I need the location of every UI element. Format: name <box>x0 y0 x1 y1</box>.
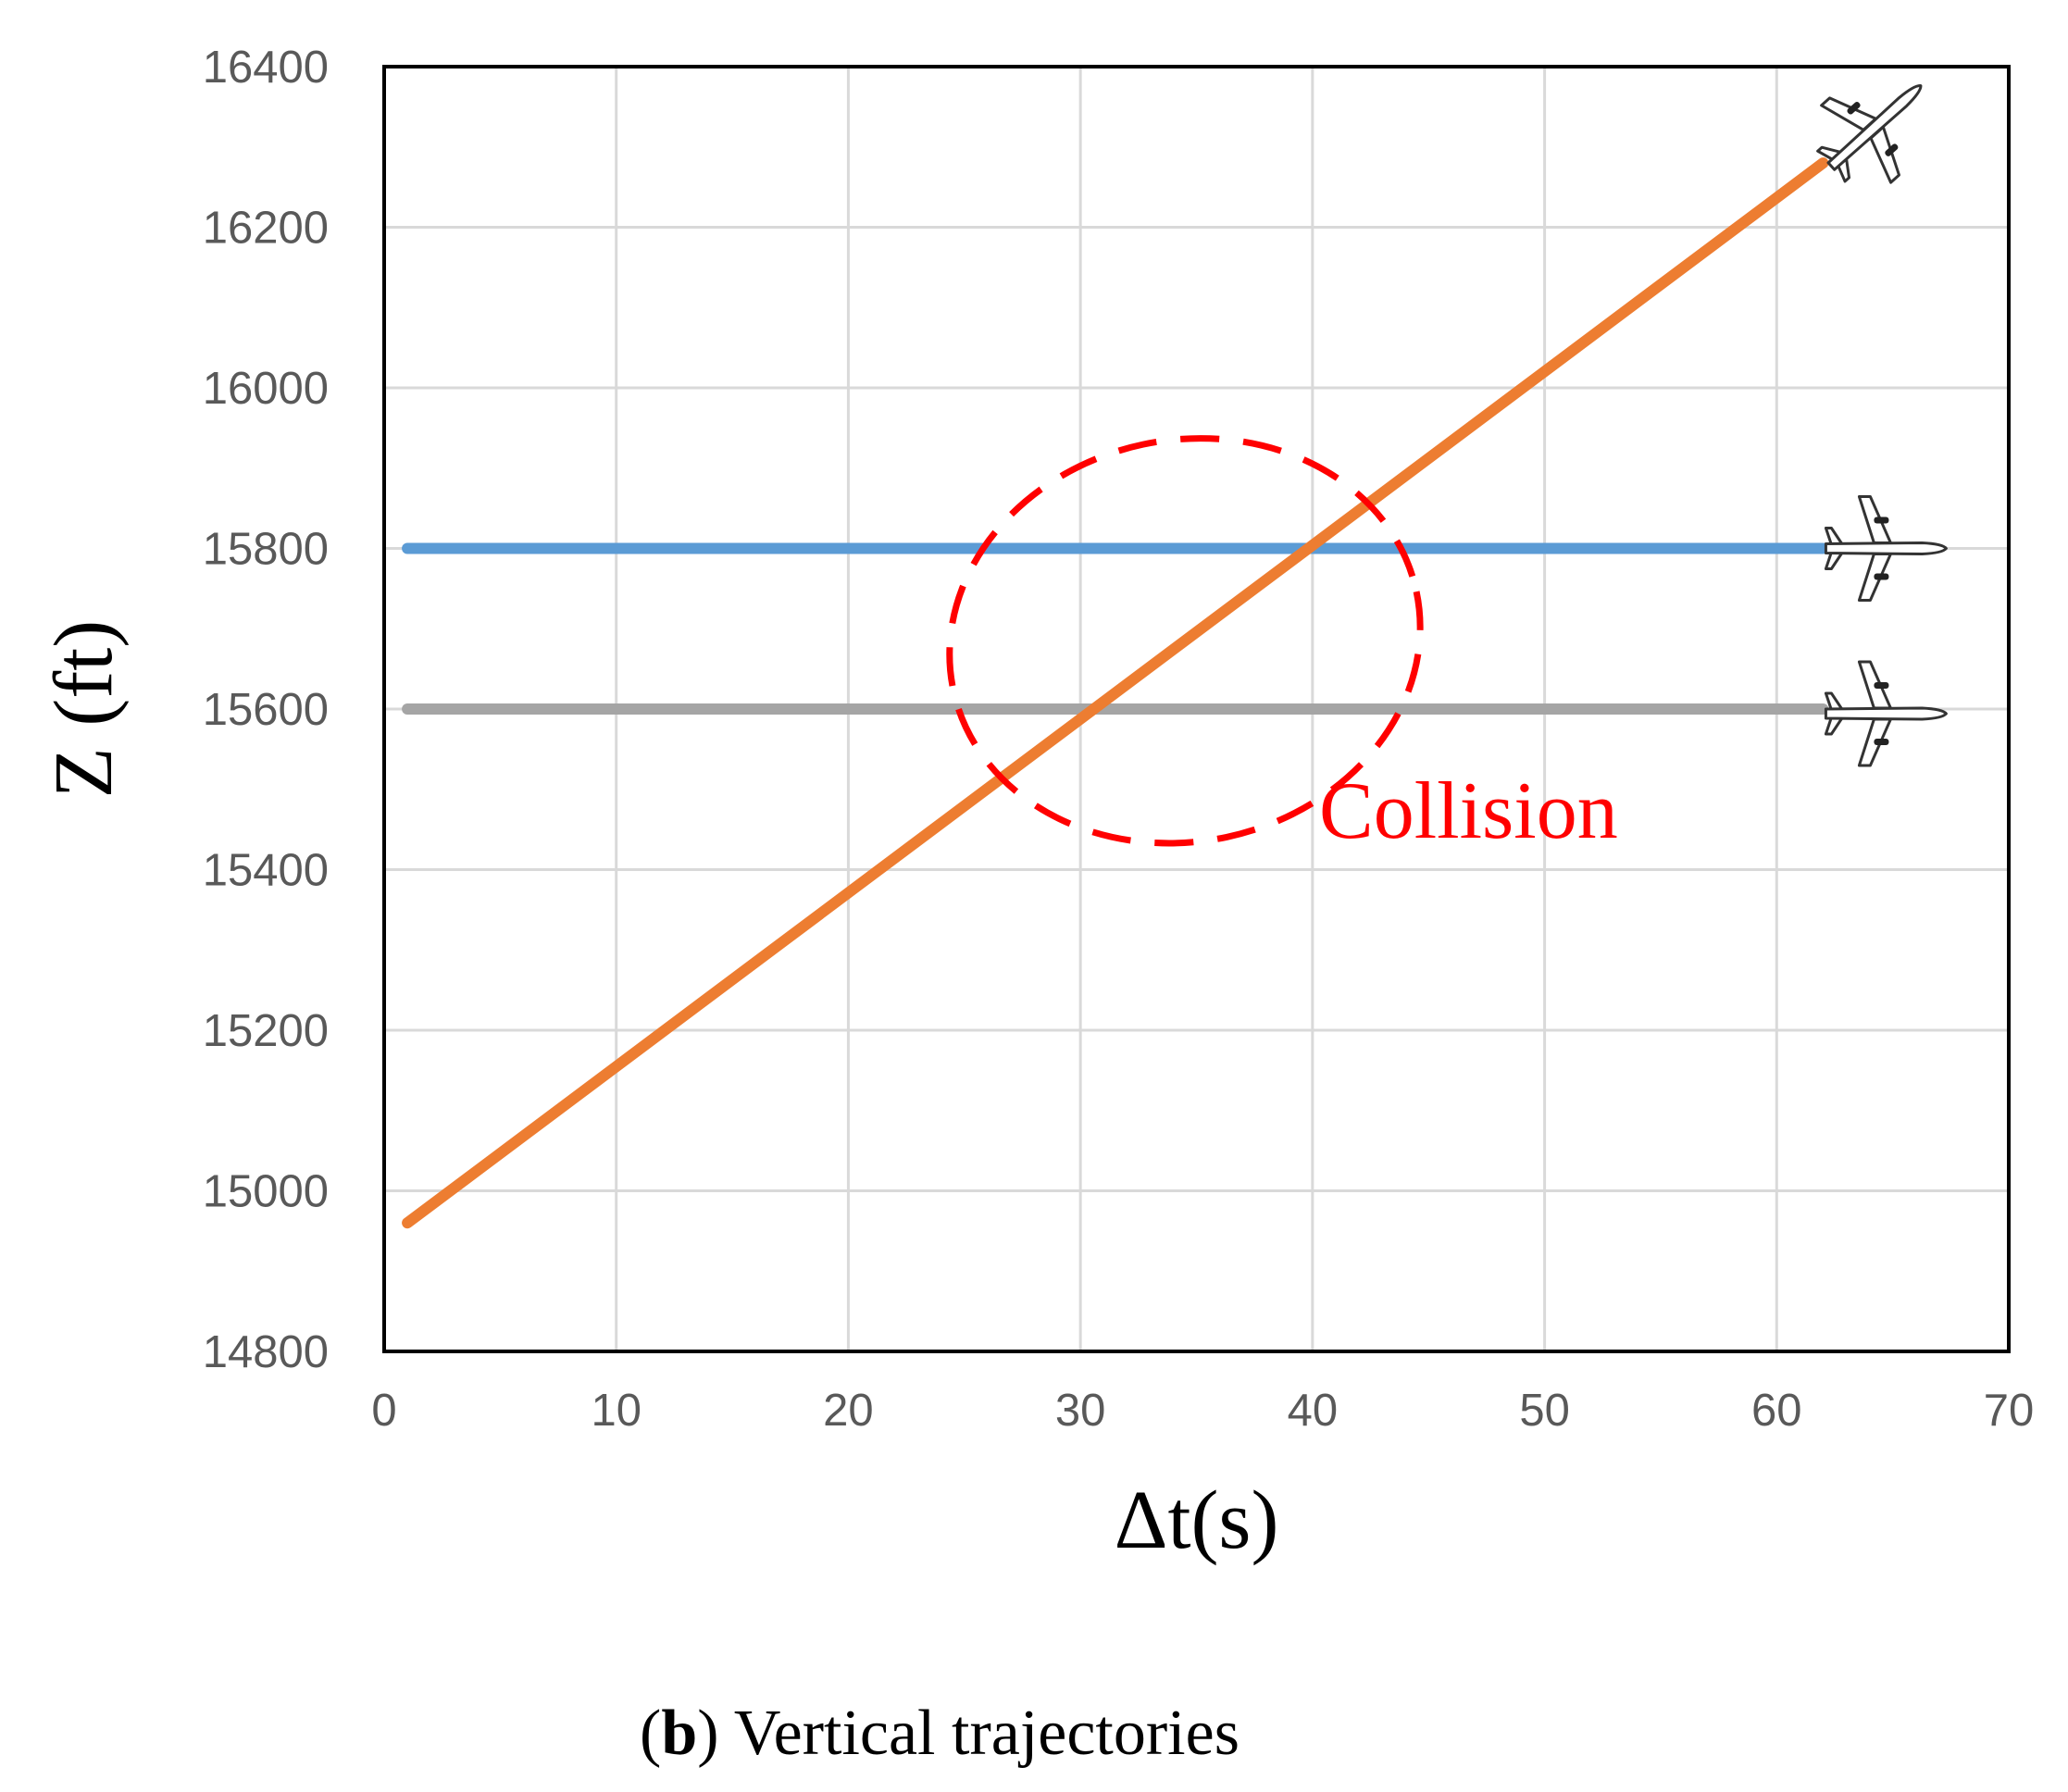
x-tick-label: 30 <box>1055 1386 1106 1436</box>
airplane-tail-left <box>1824 527 1844 546</box>
airplane-engine <box>1874 573 1889 580</box>
caption-label: b <box>661 1698 697 1769</box>
airplane-engine <box>1847 102 1861 115</box>
airplane-fuselage <box>1826 84 1923 171</box>
collision-label: Collision <box>1319 766 1618 856</box>
y-tick-label: 15600 <box>203 685 329 735</box>
x-tick-label: 20 <box>823 1386 874 1436</box>
x-tick-label: 0 <box>371 1386 396 1436</box>
plot-area-frame <box>382 65 2011 1353</box>
x-tick-label: 60 <box>1751 1386 1802 1436</box>
airplane-tail-right <box>1824 551 1844 570</box>
collision-ellipse <box>946 435 1424 847</box>
x-tick-label: 40 <box>1288 1386 1339 1436</box>
y-tick-label: 16000 <box>203 364 329 414</box>
airplane-fuselage <box>1824 706 1948 721</box>
airplane-tail-right <box>1824 716 1844 736</box>
series-lines <box>402 157 1829 1229</box>
airplane-fuselage <box>1824 541 1948 555</box>
y-tick-label: 16400 <box>203 43 329 93</box>
airplane-icon <box>1824 495 1948 602</box>
airplane-icon <box>1824 660 1948 767</box>
caption-text: Vertical trajectories <box>719 1698 1240 1769</box>
airplane-icon <box>1816 84 1923 184</box>
x-tick-label: 10 <box>591 1386 642 1436</box>
figure-caption: (b) Vertical trajectories <box>640 1698 1240 1769</box>
y-tick-label: 16200 <box>203 204 329 254</box>
y-tick-label: 14800 <box>203 1327 329 1377</box>
x-tick-label: 50 <box>1519 1386 1570 1436</box>
x-tick-label: 70 <box>1984 1386 2035 1436</box>
collision-annotation: Collision <box>946 435 1618 856</box>
y-axis-title: Z (ft) <box>38 620 130 798</box>
y-tick-label: 15000 <box>203 1167 329 1217</box>
y-tick-label: 15800 <box>203 525 329 575</box>
aircraft-icons <box>1816 84 1948 767</box>
y-tick-label: 15200 <box>203 1006 329 1056</box>
tick-labels: 0 10 20 30 40 50 60 70 14800 15000 15200 15400 15600… <box>203 43 2035 1436</box>
y-tick-label: 15400 <box>203 846 329 896</box>
series-line-3 <box>402 157 1829 1229</box>
airplane-engine <box>1874 516 1889 524</box>
airplane-engine <box>1874 682 1889 689</box>
airplane-engine <box>1885 143 1899 156</box>
x-axis-title: Δt(s) <box>1115 1475 1279 1566</box>
airplane-engine <box>1874 739 1889 745</box>
